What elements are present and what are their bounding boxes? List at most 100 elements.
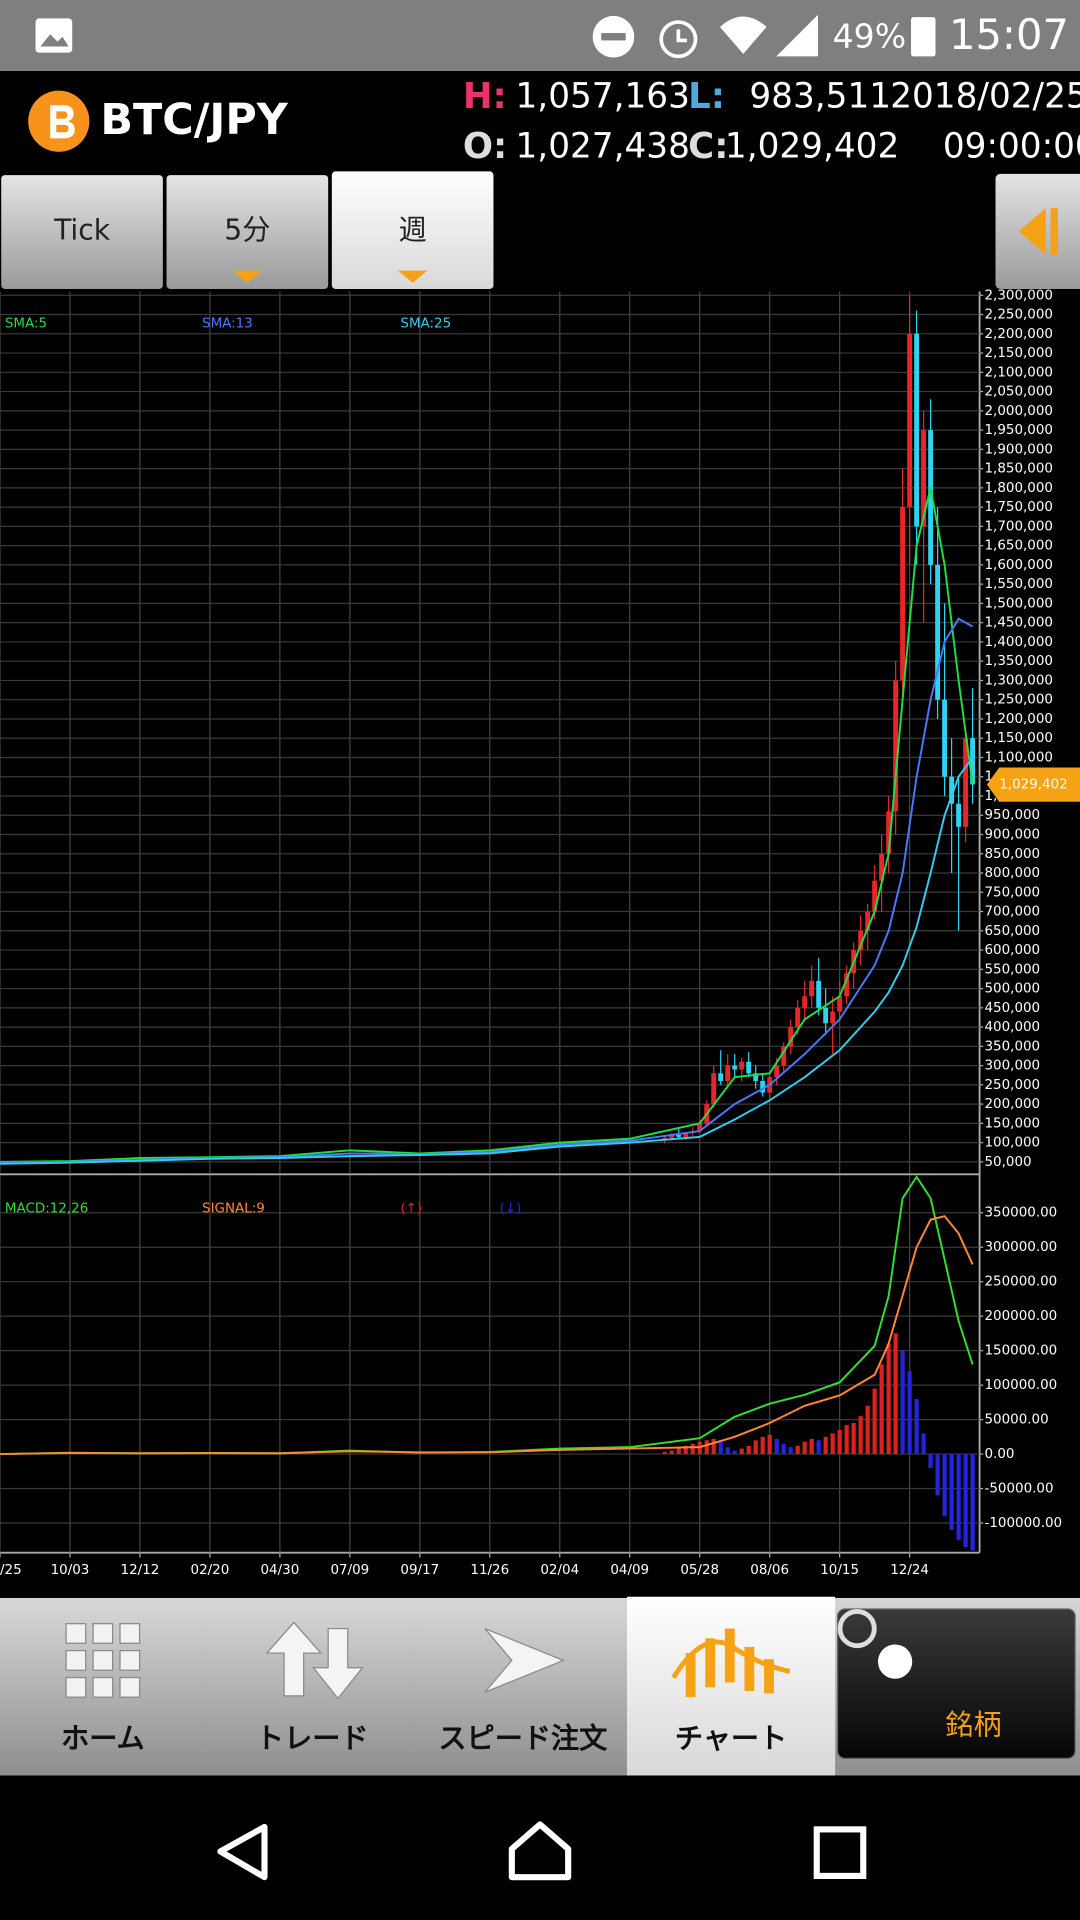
close-value: 1,029,402 <box>725 127 899 167</box>
histogram-bar <box>767 1434 772 1455</box>
y-tick-label: 300,000 <box>984 1059 1040 1074</box>
candle-body <box>928 430 934 565</box>
x-tick-label: 02/20 <box>191 1563 230 1578</box>
nav-label: ホーム <box>61 1722 145 1755</box>
y-tick-label: 700,000 <box>984 905 1040 920</box>
candle-body <box>788 1027 794 1047</box>
last-price-label: 1,029,402 <box>999 778 1067 793</box>
histogram-bar <box>690 1443 695 1455</box>
date: 2018/02/25 <box>890 76 1080 116</box>
nav-bg <box>416 1604 625 1776</box>
candle-body <box>725 1065 731 1082</box>
legend-label: SMA:25 <box>400 316 451 331</box>
histogram-bar <box>886 1343 891 1455</box>
y-tick-label: 1,200,000 <box>984 712 1052 727</box>
candle-body <box>865 911 871 931</box>
histogram-bar <box>725 1447 730 1455</box>
legend-label: MACD:12,26 <box>5 1202 88 1217</box>
legend-label: (↑) <box>400 1202 422 1217</box>
y-tick-label: 1,650,000 <box>984 539 1052 554</box>
nav-trade[interactable]: トレード <box>208 1604 414 1776</box>
indicator-line <box>0 1215 974 1456</box>
clock: 15:07 <box>949 10 1069 59</box>
nav-symbol[interactable]: 銘柄 <box>836 1608 1076 1759</box>
y-tick-label: 1,400,000 <box>984 635 1052 650</box>
nav-speed-order[interactable]: スピード注文 <box>416 1604 625 1776</box>
close-label: C: <box>688 126 728 167</box>
y-tick-label: 1,950,000 <box>984 423 1052 438</box>
y-tick-label: 850,000 <box>984 847 1040 862</box>
histogram-bar <box>949 1454 954 1530</box>
y-tick-label: 1,700,000 <box>984 519 1052 534</box>
candle-body <box>746 1061 752 1074</box>
y-tick-label: 2,150,000 <box>984 346 1052 361</box>
histogram-bar <box>732 1450 737 1455</box>
histogram-bar <box>844 1425 849 1455</box>
battery-percent: 49% <box>833 16 906 55</box>
period-tab-selected[interactable]: 週 <box>331 171 494 289</box>
candle-body <box>963 738 969 827</box>
tab-label: 5分 <box>224 213 270 246</box>
histogram-bar <box>683 1445 688 1455</box>
candle-body <box>970 738 976 785</box>
candle-body <box>809 980 815 997</box>
tab-dropdown <box>397 270 428 283</box>
last-price-tag <box>986 767 1080 802</box>
x-tick-label: 10/03 <box>51 1563 90 1578</box>
candle-body <box>844 973 850 997</box>
histogram-bar <box>963 1454 968 1548</box>
y-tick-label: 600,000 <box>984 943 1040 958</box>
y-tick-label: 100000.00 <box>984 1378 1057 1393</box>
histogram-bar <box>753 1440 758 1455</box>
y-tick-label: 550,000 <box>984 962 1040 977</box>
histogram-bar <box>837 1429 842 1455</box>
candle-body <box>739 1061 745 1070</box>
home-button[interactable] <box>508 1821 572 1881</box>
search-icon <box>837 1608 877 1649</box>
recents-button[interactable] <box>813 1826 867 1879</box>
candle-body <box>823 1007 829 1024</box>
histogram-bar <box>851 1423 856 1455</box>
tab-label: 週 <box>399 213 427 246</box>
y-tick-label: 500,000 <box>984 982 1040 997</box>
nav-label: トレード <box>256 1722 369 1755</box>
nav-chart[interactable]: チャート <box>626 1596 836 1776</box>
y-tick-label: 2,300,000 <box>984 288 1052 303</box>
toggle-bar <box>1050 208 1058 255</box>
back-button[interactable] <box>217 1823 268 1881</box>
x-tick-label: 12/24 <box>890 1563 929 1578</box>
y-tick-label: 1,350,000 <box>984 654 1052 669</box>
dnd-icon-bar <box>601 33 626 41</box>
x-tick-label: /25 <box>0 1563 22 1578</box>
nav-label: 銘柄 <box>945 1709 1001 1742</box>
y-tick-label: 2,250,000 <box>984 308 1052 323</box>
period-tab[interactable]: Tick <box>1 175 163 289</box>
y-tick-label: 1,300,000 <box>984 673 1052 688</box>
y-tick-label: 200,000 <box>984 1097 1040 1112</box>
candle-body <box>781 1046 787 1066</box>
battery-icon <box>911 17 936 57</box>
nav-home[interactable]: ホーム <box>0 1604 206 1776</box>
nav-bg <box>208 1604 414 1776</box>
candle-body <box>900 507 906 681</box>
histogram-bar <box>956 1454 961 1541</box>
histogram-bar <box>816 1440 821 1455</box>
histogram-bar <box>893 1333 898 1455</box>
y-tick-label: 200000.00 <box>984 1309 1057 1324</box>
x-tick-label: 07/09 <box>330 1563 369 1578</box>
candle-body <box>837 996 843 1012</box>
y-tick-label: 1,250,000 <box>984 693 1052 708</box>
histogram-bar <box>935 1454 940 1496</box>
histogram-bar <box>872 1388 877 1455</box>
y-tick-label: 2,100,000 <box>984 365 1052 380</box>
histogram-bar <box>781 1443 786 1455</box>
period-tab[interactable]: 5分 <box>166 175 329 289</box>
candle-body <box>795 1007 801 1028</box>
candle-body <box>907 333 913 508</box>
x-tick-label: 04/30 <box>260 1563 299 1578</box>
trade-icon <box>265 1621 364 1700</box>
panel-toggle[interactable] <box>995 173 1080 289</box>
alarm-hands <box>676 29 687 43</box>
plot <box>0 1175 980 1553</box>
y-tick-label: 900,000 <box>984 828 1040 843</box>
